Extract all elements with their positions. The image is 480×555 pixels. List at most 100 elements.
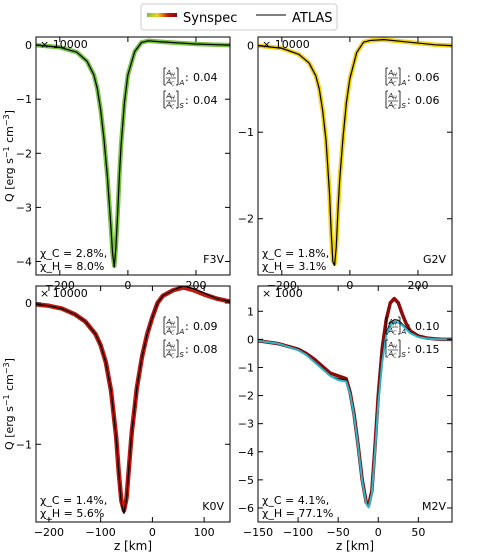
y-tick-label: −6 (238, 502, 254, 515)
ratio-value: 0.06 (415, 71, 440, 84)
ratio-den-sub: C (393, 331, 397, 337)
y-tick-label: −2 (238, 213, 254, 226)
scale-label: × 10000 (40, 38, 88, 51)
ratio-den: A (388, 350, 394, 358)
ratio-subscript: A (401, 328, 407, 336)
ratio-num: A (388, 69, 394, 77)
x-tick-label: 0 (149, 526, 156, 539)
plot-frame (257, 285, 453, 523)
ratio-den-sub: C (393, 354, 397, 360)
ratio-s: A HA C S: 0.08 (163, 339, 218, 360)
series-line-atlas-1 (36, 286, 230, 515)
ratio-colon: : (407, 320, 411, 333)
ratio-den: A (166, 350, 172, 358)
legend-frame (140, 3, 338, 31)
y-tick-label: −4 (16, 255, 32, 268)
ratio-a: A HA C A: 0.04 (163, 67, 218, 88)
y-tick-label: −5 (238, 474, 254, 487)
ratio-num-sub: H (171, 96, 175, 102)
ratio-colon: : (185, 94, 189, 107)
legend: Synspec ATLAS (140, 3, 338, 31)
y-tick-label: 0 (25, 297, 32, 310)
plot-frame (35, 285, 231, 523)
ratio-colon: : (407, 71, 411, 84)
ratio-den-sub: C (393, 105, 397, 111)
chi-c-label: χ_C = 1.8%, (262, 247, 329, 260)
ratio-colon: : (185, 343, 189, 356)
ratio-subscript: A (179, 79, 185, 87)
ratio-den-sub: C (171, 105, 175, 111)
ratio-den-sub: C (171, 82, 175, 88)
ratio-colon: : (185, 320, 189, 333)
scale-label: × 10000 (40, 287, 88, 300)
legend-swatch-synspec (147, 13, 177, 17)
x-tick-label: 0 (375, 526, 382, 539)
ratio-num: A (166, 318, 172, 326)
chi-c-label: χ_C = 4.1%, (262, 494, 329, 507)
ratio-num-sub: H (171, 322, 175, 328)
ratio-num-sub: H (171, 345, 175, 351)
x-tick-label: 50 (411, 526, 425, 539)
ratio-num: A (166, 69, 172, 77)
ratio-num: A (166, 341, 172, 349)
x-axis-label: z [km] (336, 539, 374, 553)
y-axis-label: Q [erg s−1 cm−3] (2, 110, 16, 202)
star-label: G2V (423, 253, 447, 266)
ratio-colon: : (407, 343, 411, 356)
series-line-synspec-2 (258, 320, 452, 509)
ratio-num: A (166, 92, 172, 100)
plot-frame (257, 36, 453, 276)
ratio-num-sub: H (393, 73, 397, 79)
ratio-s: A HA C S: 0.15 (385, 339, 440, 360)
ratio-num: A (388, 92, 394, 100)
x-tick-label: −100 (86, 526, 116, 539)
y-tick-label: −1 (16, 93, 32, 106)
star-label: K0V (202, 500, 224, 513)
x-tick-label: −150 (243, 526, 273, 539)
ratio-num-sub: H (393, 322, 397, 328)
y-axis-label: Q [erg s−1 cm−3] (2, 358, 16, 450)
y-tick-label: −1 (238, 361, 254, 374)
ratio-subscript: S (402, 351, 407, 359)
y-tick-label: −3 (16, 201, 32, 214)
ratio-den-sub: C (393, 82, 397, 88)
ratio-a: A HA C A: 0.06 (385, 67, 440, 88)
ratio-value: 0.15 (415, 343, 440, 356)
plot-frame (35, 36, 231, 276)
x-tick-label: −100 (283, 526, 313, 539)
series-line-atlas-1 (258, 39, 452, 267)
x-tick-label: −200 (34, 526, 64, 539)
ratio-colon: : (407, 94, 411, 107)
y-tick-label: −1 (238, 126, 254, 139)
ratio-den: A (166, 101, 172, 109)
ratio-num: A (388, 318, 394, 326)
star-label: M2V (422, 500, 446, 513)
ratio-value: 0.08 (193, 343, 218, 356)
y-tick-label: −3 (238, 418, 254, 431)
ratio-den: A (388, 78, 394, 86)
ratio-num: A (388, 341, 394, 349)
ratio-s: A HA C S: 0.06 (385, 90, 440, 111)
ratio-num-sub: H (393, 96, 397, 102)
ratio-den: A (388, 101, 394, 109)
y-tick-label: 0 (247, 40, 254, 53)
ratio-subscript: A (179, 328, 185, 336)
y-tick-label: −2 (238, 390, 254, 403)
ratio-den-sub: C (171, 331, 175, 337)
ratio-num-sub: H (393, 345, 397, 351)
ratio-value: 0.04 (193, 71, 218, 84)
ratio-num-sub: H (171, 73, 175, 79)
chi-c-label: χ_C = 2.8%, (40, 247, 107, 260)
ratio-s: A HA C S: 0.04 (163, 90, 218, 111)
ratio-den: A (166, 78, 172, 86)
x-tick-label: 100 (194, 526, 215, 539)
star-label: F3V (203, 253, 224, 266)
scale-label: × 10000 (262, 38, 310, 51)
ratio-value: 0.09 (193, 320, 218, 333)
ratio-den-sub: C (171, 354, 175, 360)
y-tick-label: 1 (247, 305, 254, 318)
chi-h-label: χ_H = 8.0% (40, 260, 104, 273)
